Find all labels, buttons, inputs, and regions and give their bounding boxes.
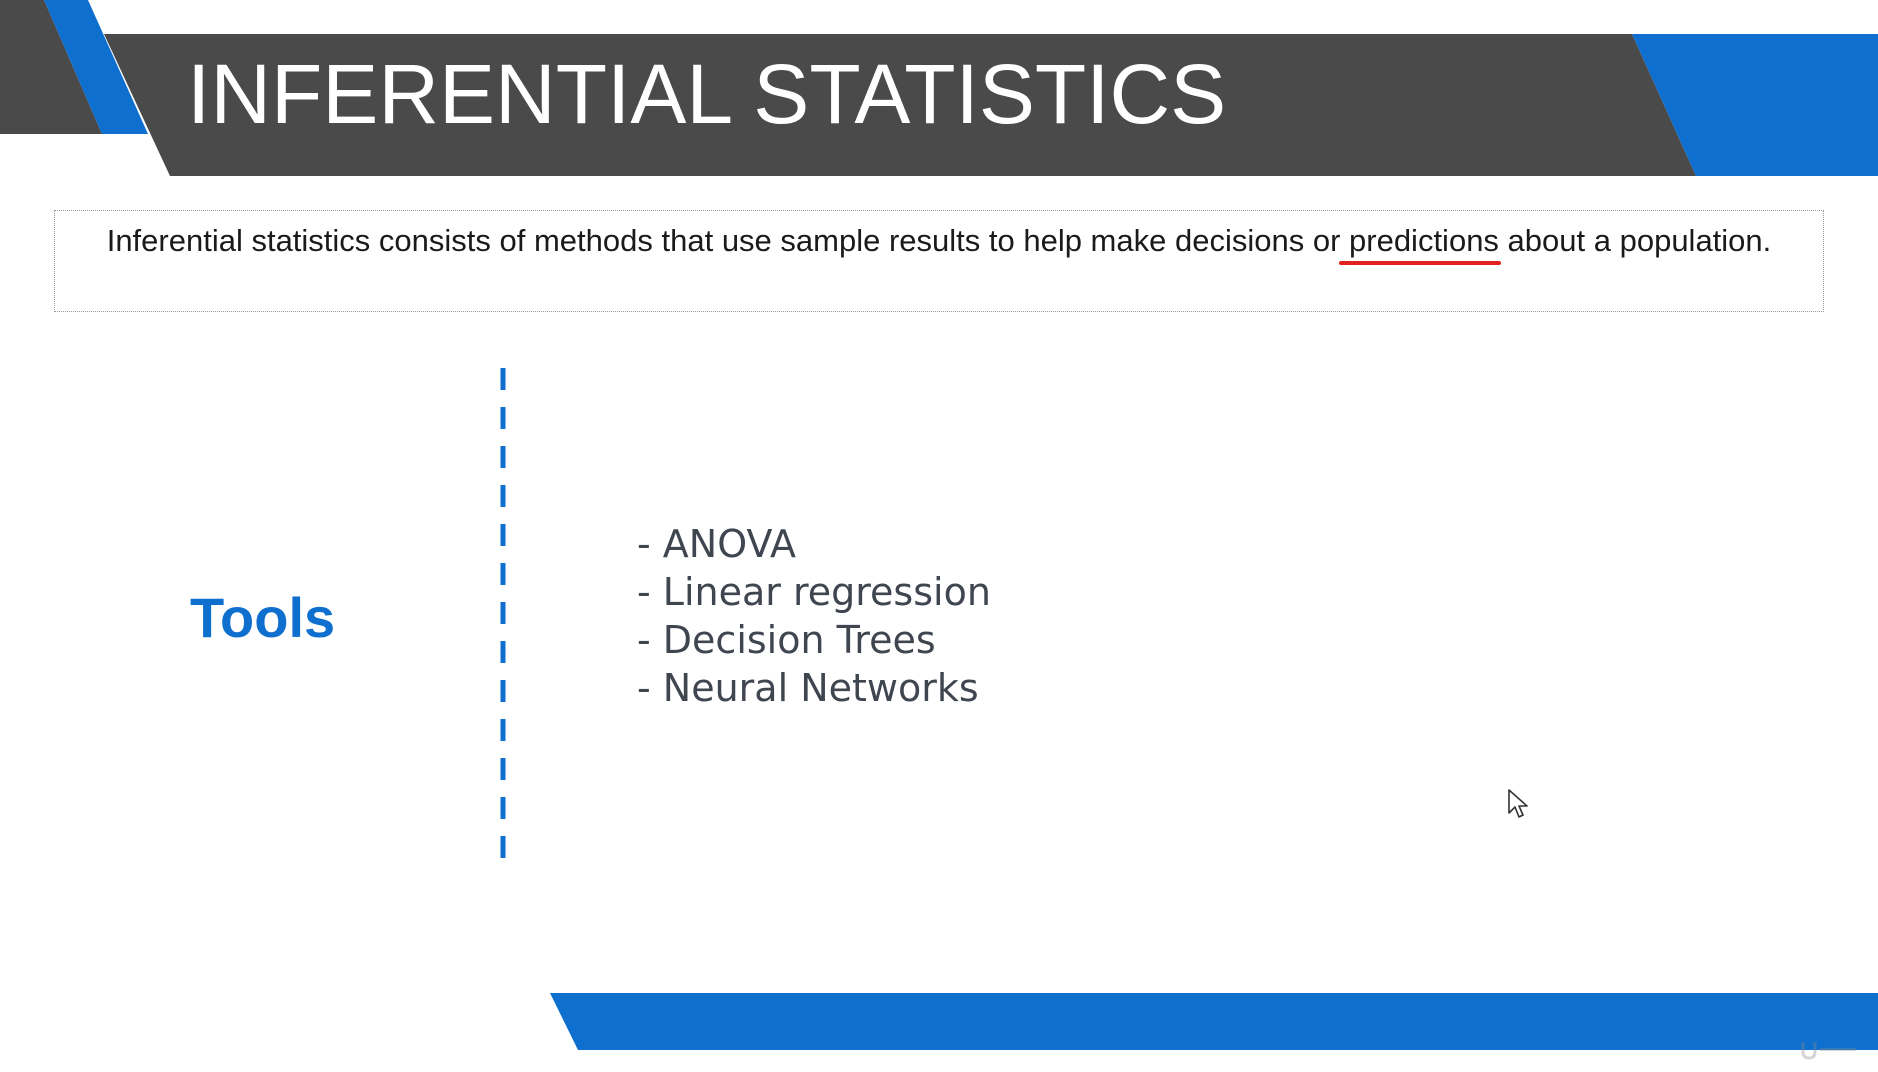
definition-text-start: Inferential statistics consists of metho… [106,223,1350,258]
tools-list-item: - Decision Trees [637,618,936,662]
tools-heading: Tools [190,586,336,649]
header-left-blue-stripe [44,0,148,134]
header-right-blue-shape [1632,34,1878,176]
tools-list-item: - Neural Networks [637,666,979,710]
header-left-dark-shape [0,0,102,134]
tools-list-item: - Linear regression [637,570,991,614]
tools-list: - ANOVA - Linear regression - Decision T… [637,520,991,712]
definition-text-end: about a population. [1498,223,1772,258]
definition-highlighted-word: predictions [1349,223,1499,258]
tools-list-item: - ANOVA [637,522,797,566]
slide-title: INFERENTIAL STATISTICS [187,47,1227,141]
mouse-pointer-icon [1508,789,1528,818]
header-band [104,34,1696,176]
udemy-logo-icon [1801,1042,1856,1060]
footer-band [550,993,1878,1050]
definition-box: Inferential statistics consists of metho… [54,210,1824,312]
